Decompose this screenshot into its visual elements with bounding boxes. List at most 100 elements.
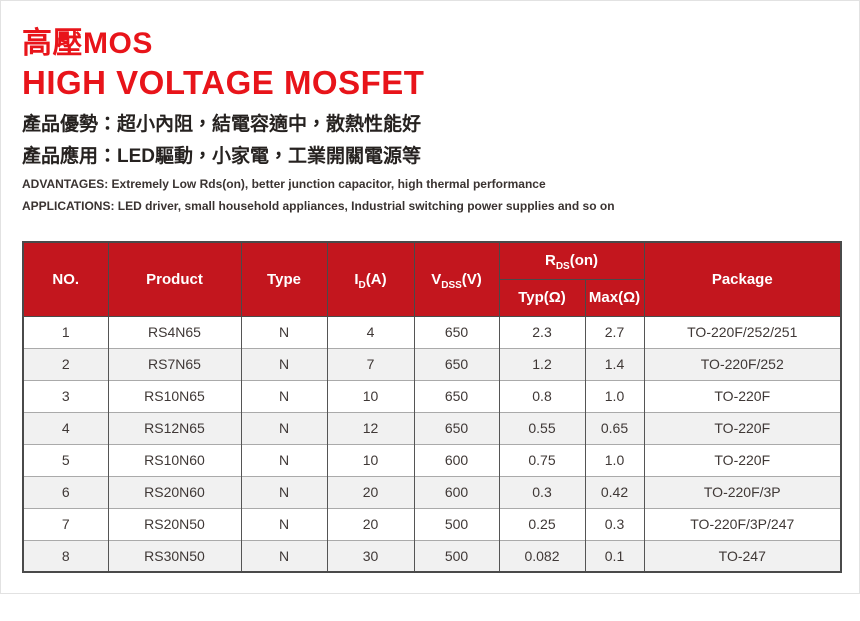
table-cell: TO-220F/252 [643,347,842,380]
table-cell: RS10N60 [107,443,242,476]
header-cell-package: Package [643,241,842,317]
header-cell-type: Type [240,241,328,317]
header-cell-product: Product [107,241,242,317]
table-cell: 0.3 [498,475,586,508]
table-cell: 0.75 [498,443,586,476]
table-cell: 650 [413,347,500,380]
table-cell: TO-220F [643,379,842,412]
table-cell: 650 [413,379,500,412]
table-row: 7 RS20N50 N 20 500 0.25 0.3 TO-220F/3P/247 [22,507,842,540]
table-cell: 30 [326,539,415,572]
table-cell: RS4N65 [107,315,242,348]
table-cell: 2.7 [584,315,645,348]
table-cell: 1.4 [584,347,645,380]
table-header-row-2: Typ(Ω) Max(Ω) [23,278,841,317]
advantages-line-zh: 產品優勢：超小內阻，結電容適中，散熱性能好 [22,114,422,135]
table-cell: RS12N65 [107,411,242,444]
table-cell: 10 [326,443,415,476]
table-cell: 2.3 [498,315,586,348]
table-cell: RS20N60 [107,475,242,508]
advantages-line-en: ADVANTAGES: Extremely Low Rds(on), bette… [22,177,546,191]
page-title-zh: 高壓MOS [22,27,153,60]
table-cell: N [240,507,328,540]
table-cell: 0.3 [584,507,645,540]
table-cell: 10 [326,379,415,412]
header-rds-unit: (on) [569,252,599,270]
datasheet-page: 高壓MOS HIGH VOLTAGE MOSFET 產品優勢：超小內阻，結電容適… [1,27,860,621]
header-vdss-subscript: DSS [441,279,462,291]
table-cell: N [240,411,328,444]
table-cell: 8 [22,539,109,572]
table-cell: 1.2 [498,347,586,380]
table-cell: 0.55 [498,411,586,444]
table-cell: 6 [22,475,109,508]
applications-line-zh: 產品應用：LED驅動，小家電，工業開關電源等 [22,146,422,167]
table-row: 6 RS20N60 N 20 600 0.3 0.42 TO-220F/3P [22,475,842,508]
table-row: 4 RS12N65 N 12 650 0.55 0.65 TO-220F [22,411,842,444]
table-cell: 3 [22,379,109,412]
table-cell: RS10N65 [107,379,242,412]
table-cell: 600 [413,443,500,476]
table-cell: 0.65 [584,411,645,444]
table-cell: 7 [22,507,109,540]
header-cell-id: ID(A) [326,241,415,317]
table-cell: 2 [22,347,109,380]
table-cell: 4 [326,315,415,348]
table-cell: 20 [326,507,415,540]
table-cell: 1.0 [584,443,645,476]
table-cell: TO-220F/3P [643,475,842,508]
table-cell: TO-220F [643,443,842,476]
table-cell: 1 [22,315,109,348]
header-id-unit: (A) [365,270,387,288]
table-cell: 0.8 [498,379,586,412]
table-cell: RS7N65 [107,347,242,380]
table-cell: 0.25 [498,507,586,540]
header-rds-symbol: R [544,252,556,270]
header-vdss-symbol: V [431,270,442,288]
table-cell: 12 [326,411,415,444]
table-cell: 0.082 [498,539,586,572]
table-cell: 5 [22,443,109,476]
table-cell: TO-220F/252/251 [643,315,842,348]
page-title-en: HIGH VOLTAGE MOSFET [22,64,425,101]
table-body: 1 RS4N65 N 4 650 2.3 2.7 TO-220F/252/251 2 RS7N65… [22,315,842,572]
table-row: 2 RS7N65 N 7 650 1.2 1.4 TO-220F/252 [22,347,842,380]
table-row: 1 RS4N65 N 4 650 2.3 2.7 TO-220F/252/251 [22,315,842,348]
header-id-subscript: D [358,279,366,291]
table-cell: TO-220F/3P/247 [643,507,842,540]
table-cell: 500 [413,507,500,540]
header-cell-vdss: VDSS(V) [413,241,500,317]
table-cell: 4 [22,411,109,444]
header-cell-max: Max(Ω) [584,278,645,317]
table-cell: RS30N50 [107,539,242,572]
table-cell: N [240,475,328,508]
table-cell: TO-247 [643,539,842,572]
table-cell: N [240,315,328,348]
table-cell: 0.42 [584,475,645,508]
table-cell: 20 [326,475,415,508]
table-row: 5 RS10N60 N 10 600 0.75 1.0 TO-220F [22,443,842,476]
table-cell: 650 [413,315,500,348]
table-cell: 650 [413,411,500,444]
table-row: 3 RS10N65 N 10 650 0.8 1.0 TO-220F [22,379,842,412]
table-cell: N [240,347,328,380]
table-cell: 7 [326,347,415,380]
table-cell: 1.0 [584,379,645,412]
header-cell-no: NO. [22,241,109,317]
table-row: 8 RS30N50 N 30 500 0.082 0.1 TO-247 [22,539,842,572]
header-cell-typ: Typ(Ω) [498,278,586,317]
table-header-row-1: NO. Product Type ID(A) VDSS(V) RDS(on) P… [22,241,842,317]
header-id-symbol: I [354,270,359,288]
table-cell: TO-220F [643,411,842,444]
table-cell: N [240,379,328,412]
table-cell: N [240,539,328,572]
header-cell-rds: RDS(on) [498,241,645,280]
header-vdss-unit: (V) [461,270,482,288]
mosfet-spec-table: NO. Product Type ID(A) VDSS(V) RDS(on) P… [22,241,843,573]
table-cell: 600 [413,475,500,508]
table-header: NO. Product Type ID(A) VDSS(V) RDS(on) P… [22,241,842,317]
table-cell: N [240,443,328,476]
header-rds-subscript: DS [555,261,570,273]
table-cell: 500 [413,539,500,572]
table-cell: 0.1 [584,539,645,572]
